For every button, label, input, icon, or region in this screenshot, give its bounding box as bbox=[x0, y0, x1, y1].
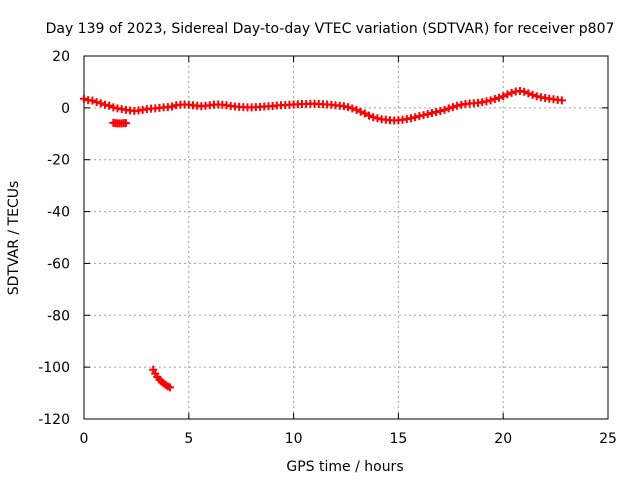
chart-title: Day 139 of 2023, Sidereal Day-to-day VTE… bbox=[46, 21, 615, 37]
data-point bbox=[423, 110, 432, 119]
data-point bbox=[499, 92, 508, 101]
data-point bbox=[524, 89, 533, 98]
data-point bbox=[444, 104, 453, 113]
x-tick-label: 10 bbox=[285, 431, 303, 447]
data-point bbox=[448, 103, 457, 112]
data-point bbox=[92, 98, 101, 107]
x-tick-label: 20 bbox=[494, 431, 512, 447]
data-point bbox=[532, 92, 541, 101]
tick-layer: 0 5 10 15 20 25 -120 -100 -80 -60 -40 -20 0 20 bbox=[38, 49, 617, 447]
data-point bbox=[105, 101, 114, 110]
series-layer bbox=[80, 87, 566, 392]
x-axis-label: GPS time / hours bbox=[286, 459, 403, 475]
data-point bbox=[520, 87, 529, 96]
data-point bbox=[415, 112, 424, 121]
data-point bbox=[121, 119, 130, 128]
y-tick-label: -100 bbox=[38, 360, 70, 376]
data-point bbox=[369, 113, 378, 122]
y-axis-label: SDTVAR / TECUs bbox=[6, 181, 22, 296]
series-segment-2 bbox=[109, 118, 130, 128]
data-point bbox=[440, 105, 449, 114]
y-tick-label: 20 bbox=[52, 49, 70, 65]
y-tick-label: -60 bbox=[47, 256, 70, 272]
data-point bbox=[507, 88, 516, 97]
y-tick-label: -120 bbox=[38, 412, 70, 428]
data-point bbox=[411, 113, 420, 122]
data-point bbox=[482, 97, 491, 106]
data-point bbox=[109, 103, 118, 112]
data-point bbox=[427, 109, 436, 118]
data-point bbox=[365, 111, 374, 120]
data-point bbox=[165, 383, 174, 392]
plot-frame bbox=[83, 55, 609, 420]
data-point bbox=[80, 94, 88, 103]
data-point bbox=[360, 109, 369, 118]
data-point bbox=[432, 108, 441, 117]
data-point bbox=[100, 100, 109, 109]
data-point bbox=[352, 105, 361, 114]
data-point bbox=[373, 114, 382, 123]
data-point bbox=[490, 95, 499, 104]
data-point bbox=[453, 101, 462, 110]
data-point bbox=[348, 104, 357, 113]
data-point bbox=[96, 99, 105, 108]
y-tick-label: -40 bbox=[47, 205, 70, 221]
x-tick-label: 15 bbox=[389, 431, 407, 447]
y-tick-label: 0 bbox=[61, 101, 70, 117]
data-point bbox=[528, 90, 537, 99]
data-point bbox=[419, 111, 428, 120]
x-tick-label: 0 bbox=[80, 431, 89, 447]
y-tick-label: -20 bbox=[47, 153, 70, 169]
data-point bbox=[168, 102, 177, 111]
data-point bbox=[406, 114, 415, 123]
data-point bbox=[88, 96, 97, 105]
data-point bbox=[436, 106, 445, 115]
x-tick-label: 5 bbox=[184, 431, 193, 447]
data-point bbox=[356, 107, 365, 116]
series-segment-3 bbox=[149, 365, 174, 392]
data-point bbox=[486, 96, 495, 105]
x-tick-label: 25 bbox=[599, 431, 617, 447]
series-main bbox=[80, 87, 566, 125]
y-tick-label: -80 bbox=[47, 308, 70, 324]
data-point bbox=[495, 93, 504, 102]
data-point bbox=[557, 96, 566, 105]
data-point bbox=[503, 90, 512, 99]
data-point bbox=[344, 103, 353, 112]
